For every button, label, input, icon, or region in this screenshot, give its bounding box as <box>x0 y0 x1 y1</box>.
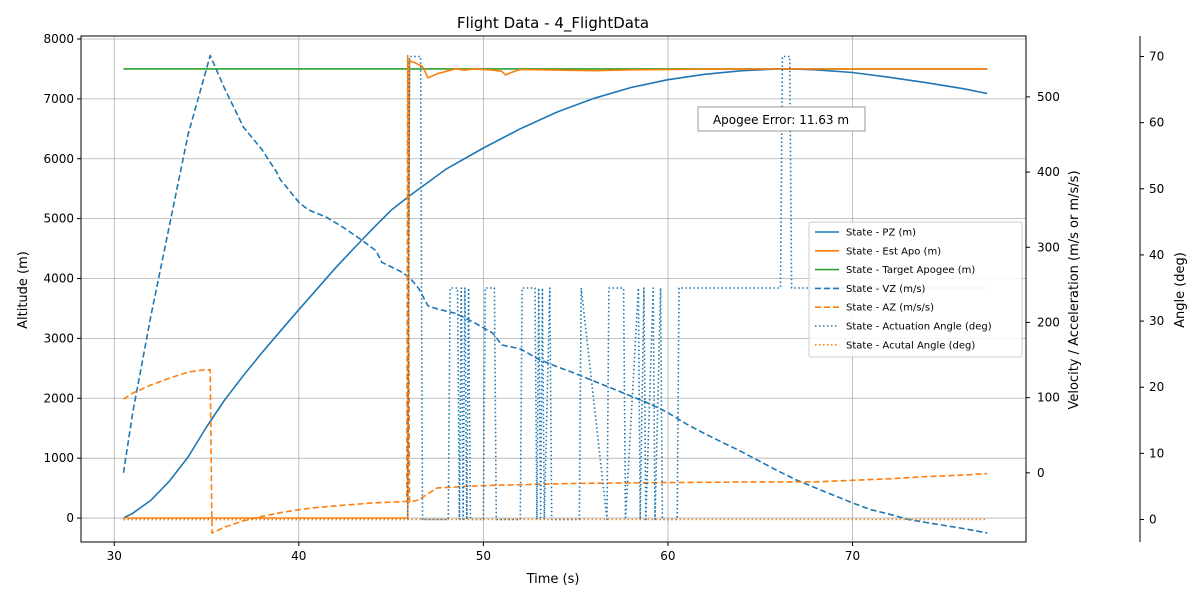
annotation-text: Apogee Error: 11.63 m <box>713 113 849 127</box>
x-tick-label: 50 <box>476 549 491 563</box>
y-left-tick-label: 1000 <box>43 451 74 465</box>
y-right2-tick-label: 10 <box>1149 446 1164 460</box>
y-right2-tick-label: 50 <box>1149 182 1164 196</box>
legend: State - PZ (m) State - Est Apo (m) State -… <box>808 221 1023 358</box>
legend-entry-label: State - AZ (m/s/s) <box>846 303 934 314</box>
annotation-box-frame <box>697 106 866 132</box>
plot-frame <box>80 35 1027 543</box>
y-axis-left-label: Altitude (m) <box>16 251 31 329</box>
y-axis-right1-label: Velocity / Acceleration (m/s or m/s/s) <box>1067 170 1082 409</box>
y-right1-tick-label: 100 <box>1037 391 1060 405</box>
y-right1-tick-label: 500 <box>1037 90 1060 104</box>
legend-entry-label: State - Acutal Angle (deg) <box>846 340 975 351</box>
legend-entry-label: State - PZ (m) <box>846 228 916 239</box>
x-tick-label: 60 <box>660 549 675 563</box>
legend-entry-label: State - Est Apo (m) <box>846 246 941 257</box>
legend-frame <box>808 221 1023 358</box>
y-left-tick-label: 0 <box>66 511 74 525</box>
y-left-tick-label: 4000 <box>43 272 74 286</box>
y-left-tick-label: 6000 <box>43 152 74 166</box>
series-line-4 <box>123 54 988 534</box>
x-axis-label: Time (s) <box>526 572 580 587</box>
y-right1-tick-label: 400 <box>1037 165 1060 179</box>
series-line-5 <box>123 55 988 521</box>
series-layer <box>122 54 988 534</box>
y-left-tick-label: 2000 <box>43 391 74 405</box>
y-right2-tick-label: 60 <box>1149 116 1164 130</box>
y-right1-tick-label: 300 <box>1037 240 1060 254</box>
y-left-tick-label: 7000 <box>43 92 74 106</box>
y-right1-tick-label: 200 <box>1037 315 1060 329</box>
y-right2-tick-label: 0 <box>1149 513 1157 527</box>
series-line-3 <box>122 54 988 534</box>
apogee-error-annotation: Apogee Error: 11.63 m <box>697 106 866 132</box>
x-tick-label: 30 <box>107 549 122 563</box>
x-tick-label: 70 <box>845 549 860 563</box>
y-right2-tick-label: 70 <box>1149 50 1164 64</box>
legend-entry-label: State - Target Apogee (m) <box>846 265 975 276</box>
y-right2-tick-label: 30 <box>1149 314 1164 328</box>
chart-title: Flight Data - 4_FlightData <box>457 14 649 33</box>
y-left-tick-label: 3000 <box>43 331 74 345</box>
legend-entry-label: State - VZ (m/s) <box>846 284 926 295</box>
y-left-tick-label: 5000 <box>43 212 74 226</box>
y-left-tick-label: 8000 <box>43 32 74 46</box>
y-right2-tick-label: 20 <box>1149 380 1164 394</box>
y-axis-right2-label: Angle (deg) <box>1173 252 1188 328</box>
y-right2-tick-label: 40 <box>1149 248 1164 262</box>
y-right1-tick-label: 0 <box>1037 466 1045 480</box>
x-tick-label: 40 <box>291 549 306 563</box>
series-line-1 <box>123 59 988 519</box>
axes: 30 40 50 60 70010002000300040005000600070008… <box>43 32 1164 563</box>
legend-entry-label: State - Actuation Angle (deg) <box>846 322 992 333</box>
